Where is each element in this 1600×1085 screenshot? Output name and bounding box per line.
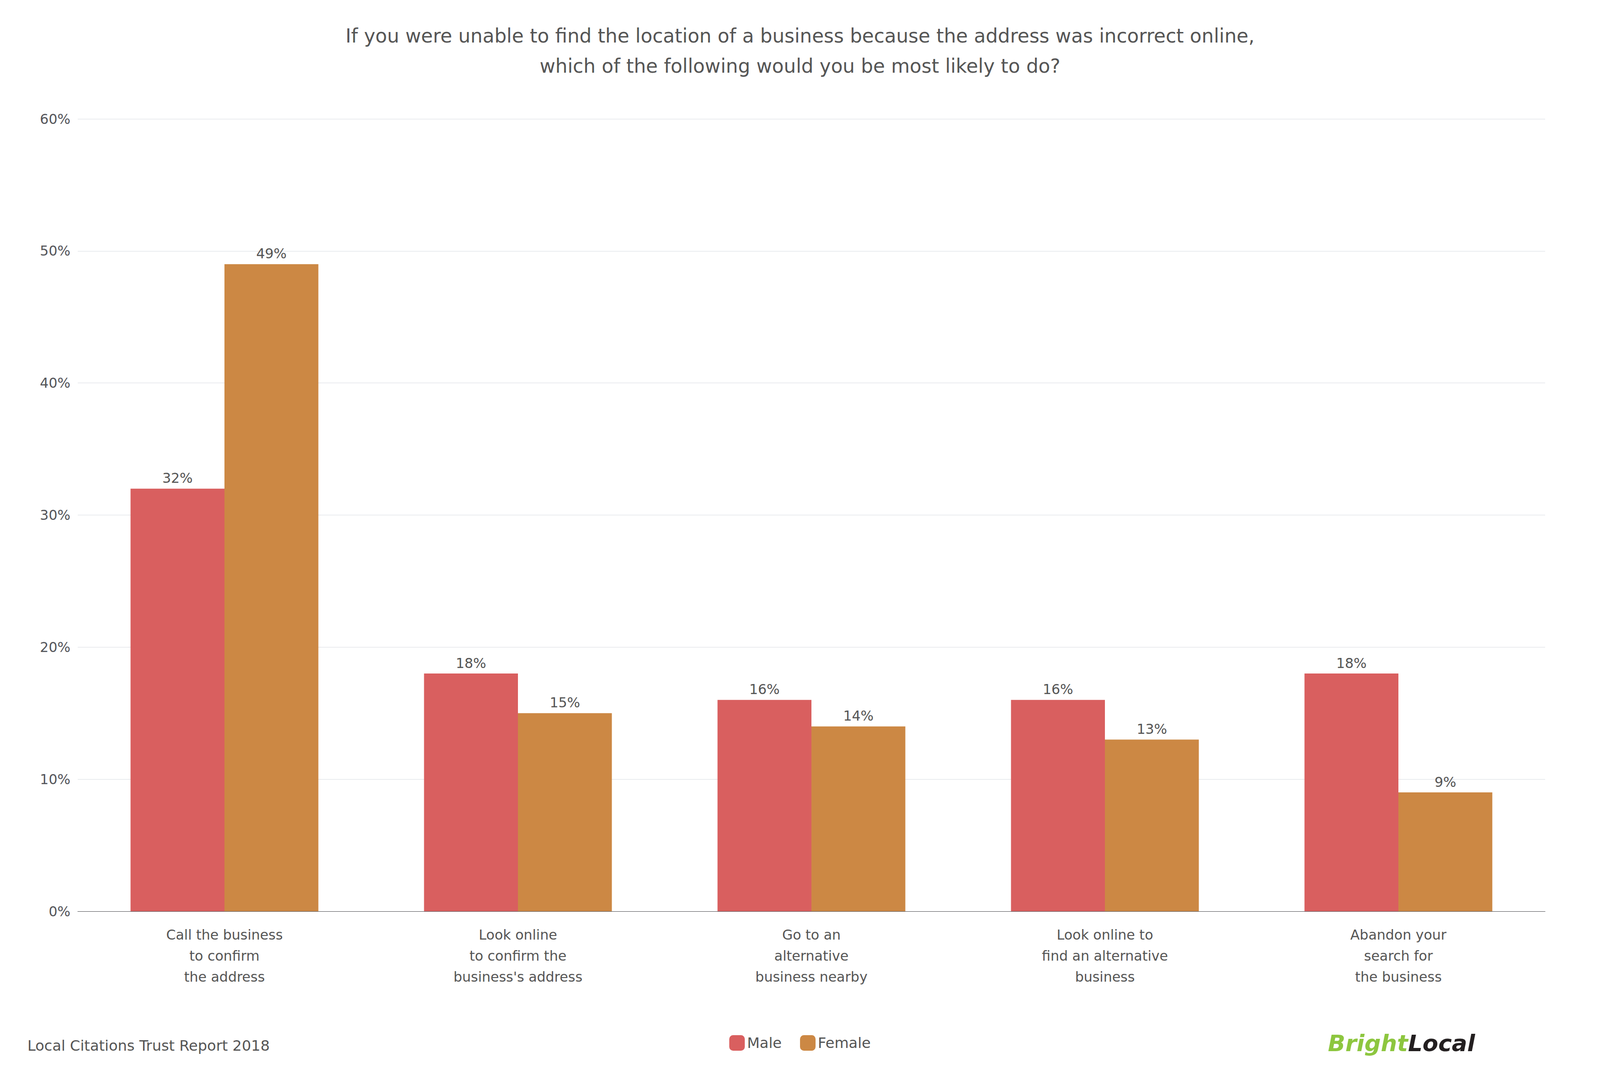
svg-text:14%: 14% — [842, 707, 874, 724]
svg-text:18%: 18% — [1336, 655, 1367, 672]
svg-text:13%: 13% — [1136, 720, 1168, 737]
svg-text:If you were unable to find the: If you were unable to find the location … — [345, 24, 1255, 48]
svg-text:49%: 49% — [256, 245, 287, 262]
svg-text:50%: 50% — [39, 242, 71, 259]
svg-text:9%: 9% — [1434, 773, 1457, 790]
svg-text:60%: 60% — [39, 111, 71, 128]
svg-text:15%: 15% — [549, 694, 581, 711]
svg-text:20%: 20% — [39, 639, 71, 656]
svg-text:Go to an: Go to an — [782, 926, 841, 943]
svg-text:Bright: Bright — [1328, 1029, 1409, 1057]
svg-text:which of the following would y: which of the following would you be most… — [539, 54, 1061, 78]
svg-text:16%: 16% — [749, 681, 780, 698]
svg-text:18%: 18% — [455, 655, 487, 672]
svg-text:find an alternative: find an alternative — [1041, 947, 1168, 964]
svg-text:Look online to: Look online to — [1056, 926, 1154, 943]
svg-text:30%: 30% — [39, 506, 71, 523]
svg-text:0%: 0% — [48, 903, 71, 920]
svg-text:to confirm: to confirm — [189, 947, 260, 964]
svg-text:Male: Male — [746, 1034, 782, 1052]
svg-text:10%: 10% — [39, 771, 71, 788]
svg-text:Abandon your: Abandon your — [1350, 926, 1447, 943]
svg-text:the business: the business — [1354, 968, 1442, 985]
svg-text:40%: 40% — [39, 374, 71, 391]
svg-text:business's address: business's address — [453, 968, 583, 985]
svg-text:the address: the address — [184, 968, 266, 985]
svg-text:business: business — [1075, 968, 1136, 985]
svg-text:16%: 16% — [1042, 681, 1074, 698]
svg-text:search for: search for — [1364, 947, 1434, 964]
svg-text:32%: 32% — [162, 469, 193, 486]
svg-text:Look online: Look online — [478, 926, 557, 943]
svg-text:Call the business: Call the business — [165, 926, 283, 943]
svg-text:Female: Female — [817, 1034, 871, 1052]
svg-text:Local Citations Trust Report 2: Local Citations Trust Report 2018 — [27, 1036, 270, 1055]
svg-text:business nearby: business nearby — [755, 968, 868, 985]
svg-text:to confirm the: to confirm the — [469, 947, 567, 964]
svg-text:Local: Local — [1408, 1029, 1476, 1057]
svg-text:alternative: alternative — [774, 947, 849, 964]
